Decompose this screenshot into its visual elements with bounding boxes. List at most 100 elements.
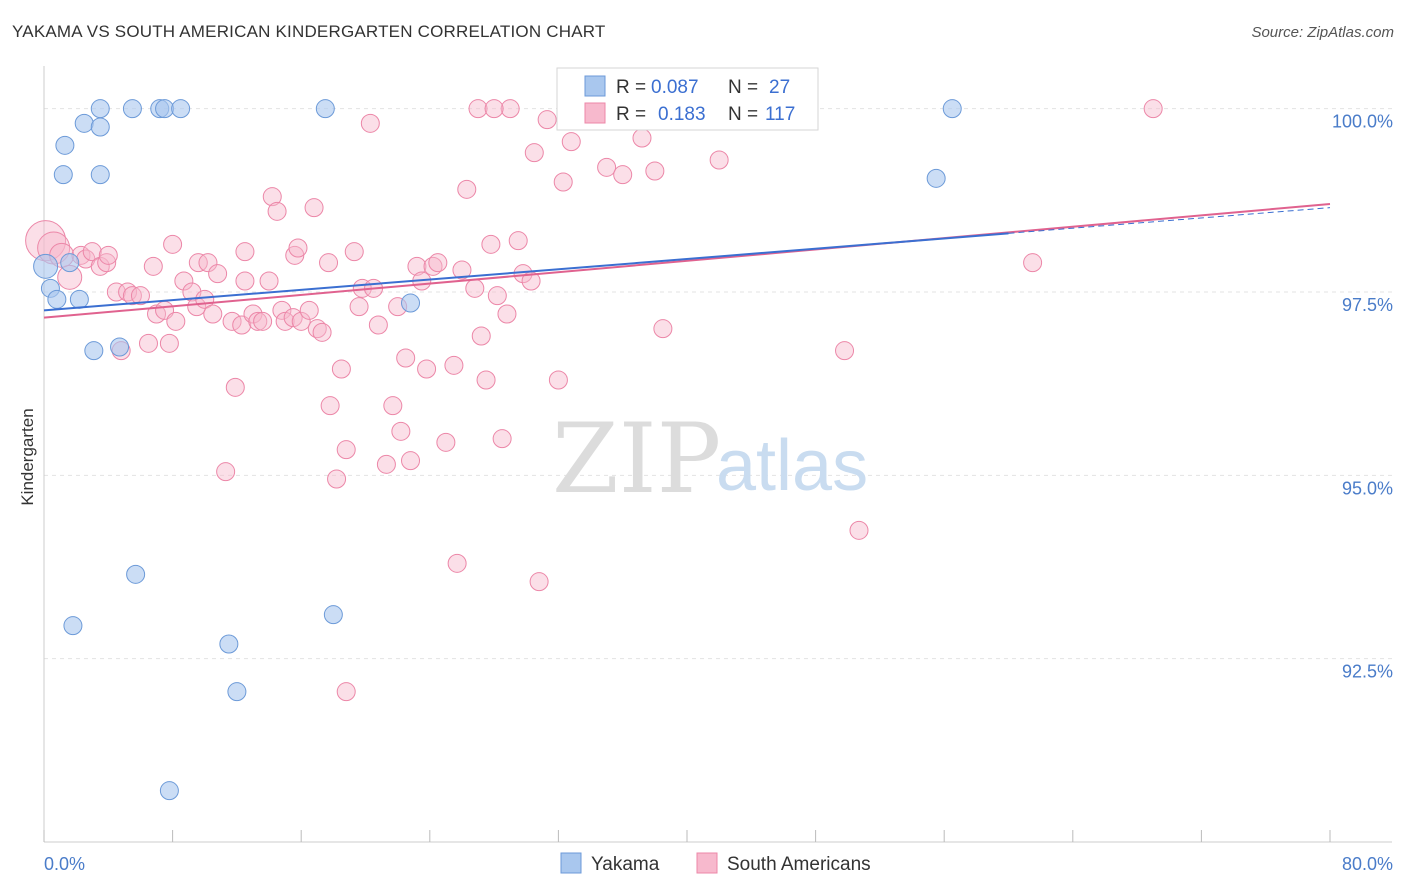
south-americans-point	[143, 256, 163, 276]
south-americans-point	[396, 348, 416, 368]
y-tick-label: 100.0%	[1332, 112, 1393, 132]
south-americans-point	[208, 264, 228, 284]
south-americans-point	[1143, 99, 1163, 119]
south-americans-points	[25, 99, 1163, 702]
south-americans-point	[344, 242, 364, 262]
south-americans-point	[481, 234, 501, 254]
south-americans-point	[428, 253, 448, 273]
south-americans-point	[159, 333, 179, 353]
legend-r-value: 0.183	[658, 104, 706, 125]
south-americans-point	[553, 172, 573, 192]
south-americans-point	[267, 201, 287, 221]
south-americans-point	[407, 256, 427, 276]
south-americans-point	[645, 161, 665, 181]
south-americans-point	[90, 256, 110, 276]
south-americans-point	[262, 187, 282, 207]
south-americans-point	[331, 359, 351, 379]
yakama-point	[110, 337, 130, 357]
south-americans-point	[444, 355, 464, 375]
yakama-swatch	[560, 852, 582, 874]
yakama-point	[401, 293, 421, 313]
south-americans-point	[235, 271, 255, 291]
south-americans-point	[130, 286, 150, 306]
y-tick-label: 92.5%	[1342, 662, 1393, 682]
south-americans-point	[849, 520, 869, 540]
yakama-trend-line	[43, 232, 1009, 312]
south-americans-point	[1023, 253, 1043, 273]
south-americans-point	[508, 231, 528, 251]
legend-r-value: 0.087	[651, 77, 699, 98]
stats-legend: R = 0.087 N = 27 R = 0.183 N = 117	[556, 67, 819, 131]
south-americans-point	[248, 311, 268, 331]
south-americans-point	[253, 311, 273, 331]
sa-swatch	[696, 852, 718, 874]
trend-lines	[43, 203, 1331, 319]
south-americans-point	[447, 553, 467, 573]
south-americans-point	[529, 572, 549, 592]
south-americans-point	[597, 157, 617, 177]
yakama-point	[60, 253, 80, 273]
yakama-points	[33, 99, 962, 801]
yakama-point	[942, 99, 962, 119]
x-tick-label: 0.0%	[44, 854, 85, 874]
y-axis-label: Kindergarten	[18, 408, 37, 505]
south-americans-trend-line	[43, 203, 1331, 319]
gridlines	[44, 108, 1392, 660]
south-americans-point	[272, 300, 292, 320]
yakama-point	[926, 168, 946, 188]
south-americans-point	[320, 396, 340, 416]
x-tick-label: 80.0%	[1342, 854, 1393, 874]
series-legend: Yakama South Americans	[560, 852, 871, 875]
legend-r-label: R =	[616, 77, 646, 98]
yakama-point	[122, 99, 142, 119]
south-americans-point	[537, 110, 557, 130]
yakama-point	[219, 634, 239, 654]
south-americans-point	[288, 238, 308, 258]
chart-source: Source: ZipAtlas.com	[1251, 24, 1394, 41]
watermark: ZIP atlas	[552, 403, 868, 515]
south-americans-point	[492, 429, 512, 449]
yakama-point	[171, 99, 191, 119]
yakama-trend-extension	[1008, 207, 1331, 234]
south-americans-point	[203, 304, 223, 324]
watermark-atlas: atlas	[716, 426, 868, 506]
south-americans-point	[82, 242, 102, 262]
south-americans-point	[198, 253, 218, 273]
south-americans-point	[457, 179, 477, 199]
yakama-point	[323, 605, 343, 625]
south-americans-point	[299, 300, 319, 320]
south-americans-point	[484, 99, 504, 119]
south-americans-point	[561, 132, 581, 152]
south-americans-point	[548, 370, 568, 390]
south-americans-point	[468, 99, 488, 119]
south-americans-point	[319, 253, 339, 273]
south-americans-point	[391, 421, 411, 441]
south-americans-point	[524, 143, 544, 163]
south-americans-point	[383, 396, 403, 416]
south-americans-point	[166, 311, 186, 331]
yakama-point	[315, 99, 335, 119]
yakama-point	[33, 253, 59, 279]
legend-n-label: N =	[728, 104, 758, 125]
legend-n-value: 27	[769, 77, 790, 98]
yakama-point	[47, 289, 67, 309]
south-americans-point	[349, 297, 369, 317]
south-americans-point	[336, 682, 356, 702]
south-americans-point	[500, 99, 520, 119]
y-tick-label: 95.0%	[1342, 478, 1393, 498]
south-americans-point	[97, 253, 117, 273]
south-americans-point	[327, 469, 347, 489]
sa-legend-swatch	[584, 102, 606, 124]
south-americans-point	[336, 440, 356, 460]
yakama-point	[69, 289, 89, 309]
south-americans-point	[417, 359, 437, 379]
south-americans-point	[376, 454, 396, 474]
yakama-point	[53, 165, 73, 185]
south-americans-point	[122, 286, 142, 306]
legend-r-label: R =	[616, 104, 646, 125]
watermark-zip: ZIP	[552, 403, 721, 515]
south-americans-point	[471, 326, 491, 346]
south-americans-point	[465, 278, 485, 298]
south-americans-point	[835, 341, 855, 361]
